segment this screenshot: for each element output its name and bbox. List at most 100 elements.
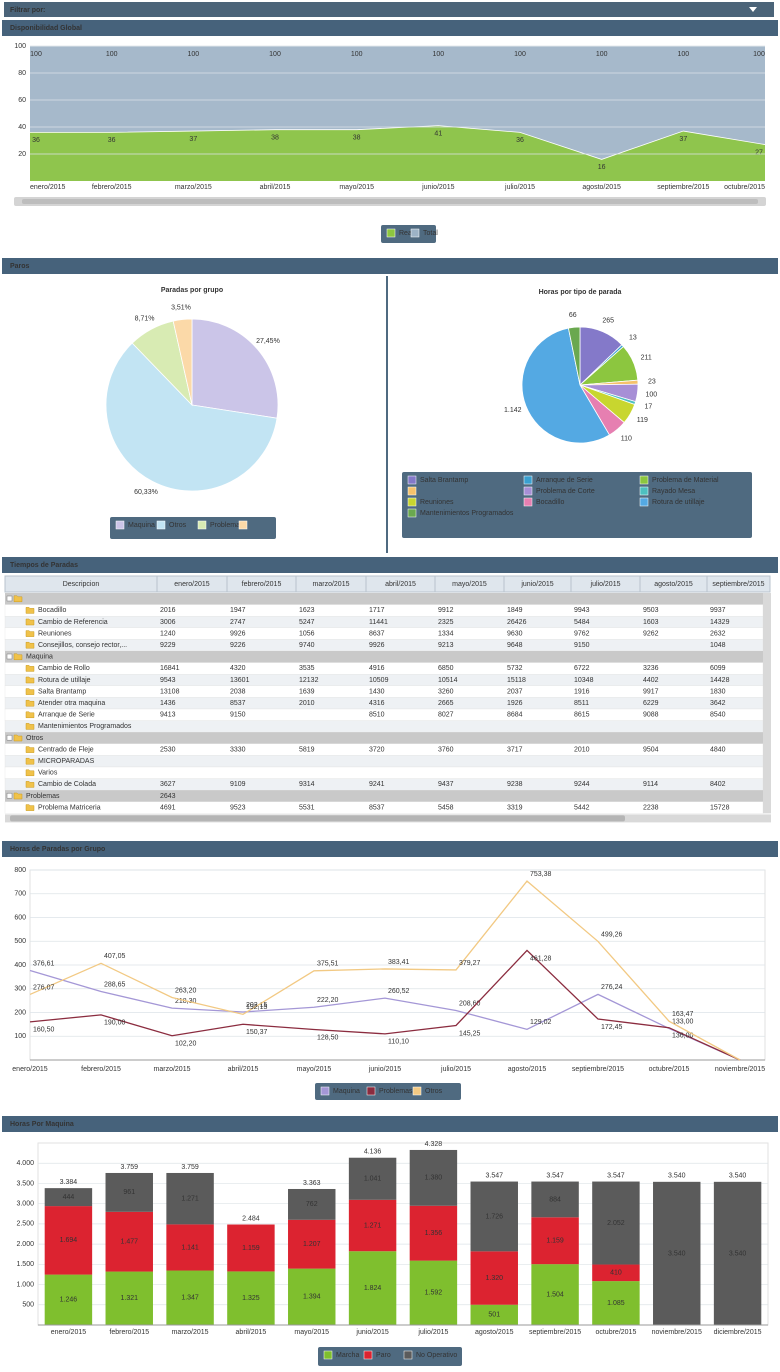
legend-swatch[interactable] — [238, 520, 248, 530]
total-label: 3.759 — [181, 1164, 199, 1171]
table-row[interactable] — [4, 766, 764, 779]
slice-label: 8,71% — [135, 316, 155, 323]
legend-swatch[interactable] — [412, 1086, 422, 1096]
group-row[interactable] — [5, 593, 763, 605]
filter-bar[interactable] — [4, 2, 774, 17]
group-row[interactable] — [5, 790, 763, 802]
legend-swatch[interactable] — [639, 497, 649, 507]
legend-swatch[interactable] — [523, 475, 533, 485]
scrollbar-track[interactable] — [22, 199, 758, 204]
legend-swatch[interactable] — [115, 520, 125, 530]
x-tick-label: marzo/2015 — [172, 1329, 209, 1336]
bar-segment — [713, 1181, 762, 1325]
cell: 1603 — [643, 619, 659, 626]
y-tick-label: 4.000 — [16, 1160, 34, 1167]
cell: 9226 — [230, 642, 246, 649]
data-label: 1.504 — [546, 1291, 564, 1298]
column-header: Descripcion — [63, 581, 100, 588]
group-row[interactable] — [5, 651, 763, 663]
y-tick-label: 1.000 — [16, 1281, 34, 1288]
cell: 3760 — [438, 746, 454, 753]
bar-segment — [166, 1270, 214, 1325]
data-label: 263,20 — [175, 987, 197, 994]
legend-swatch[interactable] — [197, 520, 207, 530]
cell: 9503 — [643, 607, 659, 614]
expander[interactable] — [6, 653, 13, 660]
cell: 9943 — [574, 607, 590, 614]
data-label: 1.394 — [303, 1294, 321, 1301]
bar-segment — [470, 1181, 518, 1252]
row-label: MICROPARADAS — [38, 758, 95, 765]
data-label: 37 — [189, 136, 197, 143]
y-tick-label: 3.000 — [16, 1201, 34, 1208]
cell: 9740 — [299, 642, 315, 649]
cell: 2010 — [574, 746, 590, 753]
legend-swatch[interactable] — [363, 1350, 373, 1360]
x-tick-label: febrero/2015 — [81, 1066, 121, 1073]
cell: 2038 — [230, 688, 246, 695]
legend-label: Maquina — [333, 1088, 360, 1095]
cell: 1623 — [299, 607, 315, 614]
pie-slice — [521, 327, 610, 444]
section-title: Horas de Paradas por Grupo — [10, 846, 105, 853]
table-row[interactable] — [4, 755, 764, 768]
cell: 15118 — [507, 677, 526, 684]
vertical-scrollbar[interactable] — [763, 593, 771, 814]
folder-icon — [25, 641, 35, 649]
data-label: 1.159 — [546, 1238, 564, 1245]
expander[interactable] — [6, 792, 13, 799]
legend-swatch[interactable] — [523, 497, 533, 507]
series-line — [29, 949, 741, 1061]
legend-swatch[interactable] — [407, 475, 417, 485]
filter-toggle[interactable] — [749, 7, 757, 12]
bar-segment — [409, 1205, 458, 1261]
legend-swatch[interactable] — [403, 1350, 413, 1360]
folder-icon — [25, 688, 35, 695]
legend-swatch[interactable] — [407, 508, 417, 518]
legend-swatch[interactable] — [523, 486, 533, 496]
legend-swatch[interactable] — [410, 228, 420, 238]
legend-swatch[interactable] — [366, 1086, 376, 1096]
data-label: 38 — [271, 135, 279, 142]
legend-swatch[interactable] — [407, 486, 417, 496]
legend-swatch[interactable] — [639, 486, 649, 496]
row-label: Mantenimientos Programados — [38, 723, 132, 730]
data-label: 1.207 — [303, 1241, 321, 1248]
folder-icon — [25, 804, 35, 811]
legend-label: Salta Brantamp — [420, 477, 468, 484]
bar-segment — [166, 1224, 214, 1271]
column-header: septiembre/2015 — [712, 581, 764, 588]
bar-segment — [166, 1172, 214, 1225]
area-fill — [30, 125, 765, 181]
x-tick-label: octubre/2015 — [595, 1329, 636, 1336]
y-tick-label: 2.000 — [16, 1241, 34, 1248]
x-tick-label: septiembre/2015 — [572, 1066, 624, 1073]
y-tick-label: 80 — [18, 70, 26, 77]
legend-label: Bocadillo — [536, 499, 565, 506]
legend-label: Paro — [376, 1352, 391, 1359]
scroll-thumb[interactable] — [10, 815, 625, 822]
data-label: 218,30 — [175, 998, 197, 1005]
legend-swatch[interactable] — [156, 520, 166, 530]
expander[interactable] — [6, 595, 13, 602]
group-row[interactable] — [5, 732, 763, 744]
legend-swatch[interactable] — [407, 497, 417, 507]
data-label: 276,07 — [33, 984, 55, 991]
data-label: 1.141 — [181, 1244, 199, 1251]
cell: 3006 — [160, 619, 176, 626]
legend-label: Real — [399, 230, 414, 237]
cell: 1240 — [160, 630, 176, 637]
legend-swatch[interactable] — [639, 475, 649, 485]
data-label: 102,20 — [175, 1041, 197, 1048]
legend-swatch[interactable] — [386, 228, 396, 238]
data-label: 110,10 — [388, 1039, 409, 1046]
y-tick-label: 3.500 — [16, 1180, 34, 1187]
legend-label: Maquina — [128, 522, 155, 529]
slice-label: 211 — [641, 354, 652, 361]
legend-swatch[interactable] — [320, 1086, 330, 1096]
legend-swatch[interactable] — [323, 1350, 333, 1360]
cell: 9150 — [230, 712, 246, 719]
cell: 9912 — [438, 607, 454, 614]
data-label: 1.356 — [425, 1230, 443, 1237]
expander[interactable] — [6, 734, 13, 741]
